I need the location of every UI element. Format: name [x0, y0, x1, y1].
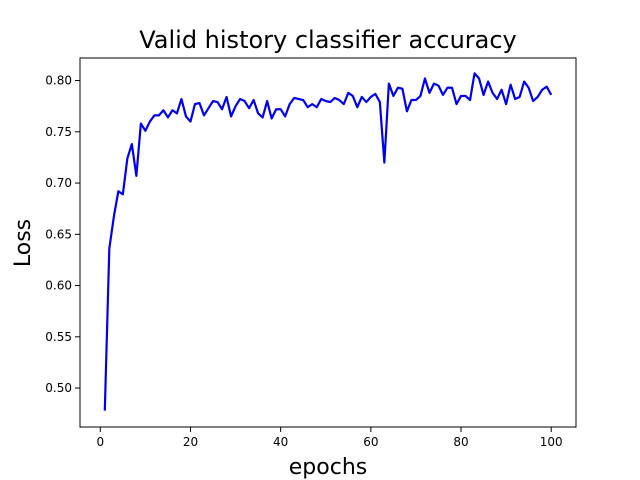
y-axis-ticks: 0.50 0.55 0.60 0.65 0.70 0.75 0.80 — [45, 74, 80, 395]
x-tick-label: 40 — [273, 435, 288, 449]
series-line — [103, 72, 553, 411]
y-tick-label: 0.55 — [45, 330, 72, 344]
x-tick-label: 20 — [183, 435, 198, 449]
y-tick-label: 0.50 — [45, 381, 72, 395]
x-tick-label: 60 — [363, 435, 378, 449]
plot-frame — [79, 57, 577, 428]
plot-area — [80, 58, 576, 427]
x-tick-label: 80 — [453, 435, 468, 449]
y-axis-label: Loss — [11, 219, 36, 267]
x-axis-label: epochs — [289, 455, 367, 480]
x-axis-ticks: 0 20 40 60 80 100 — [96, 427, 563, 449]
y-tick-label: 0.65 — [45, 227, 72, 241]
chart-title: Valid history classifier accuracy — [139, 26, 517, 54]
y-tick-label: 0.60 — [45, 279, 72, 293]
y-tick-label: 0.70 — [45, 176, 72, 190]
x-tick-label: 100 — [540, 435, 563, 449]
x-tick-label: 0 — [96, 435, 104, 449]
y-tick-label: 0.75 — [45, 125, 72, 139]
series-layer — [103, 72, 553, 411]
y-tick-label: 0.80 — [45, 74, 72, 88]
